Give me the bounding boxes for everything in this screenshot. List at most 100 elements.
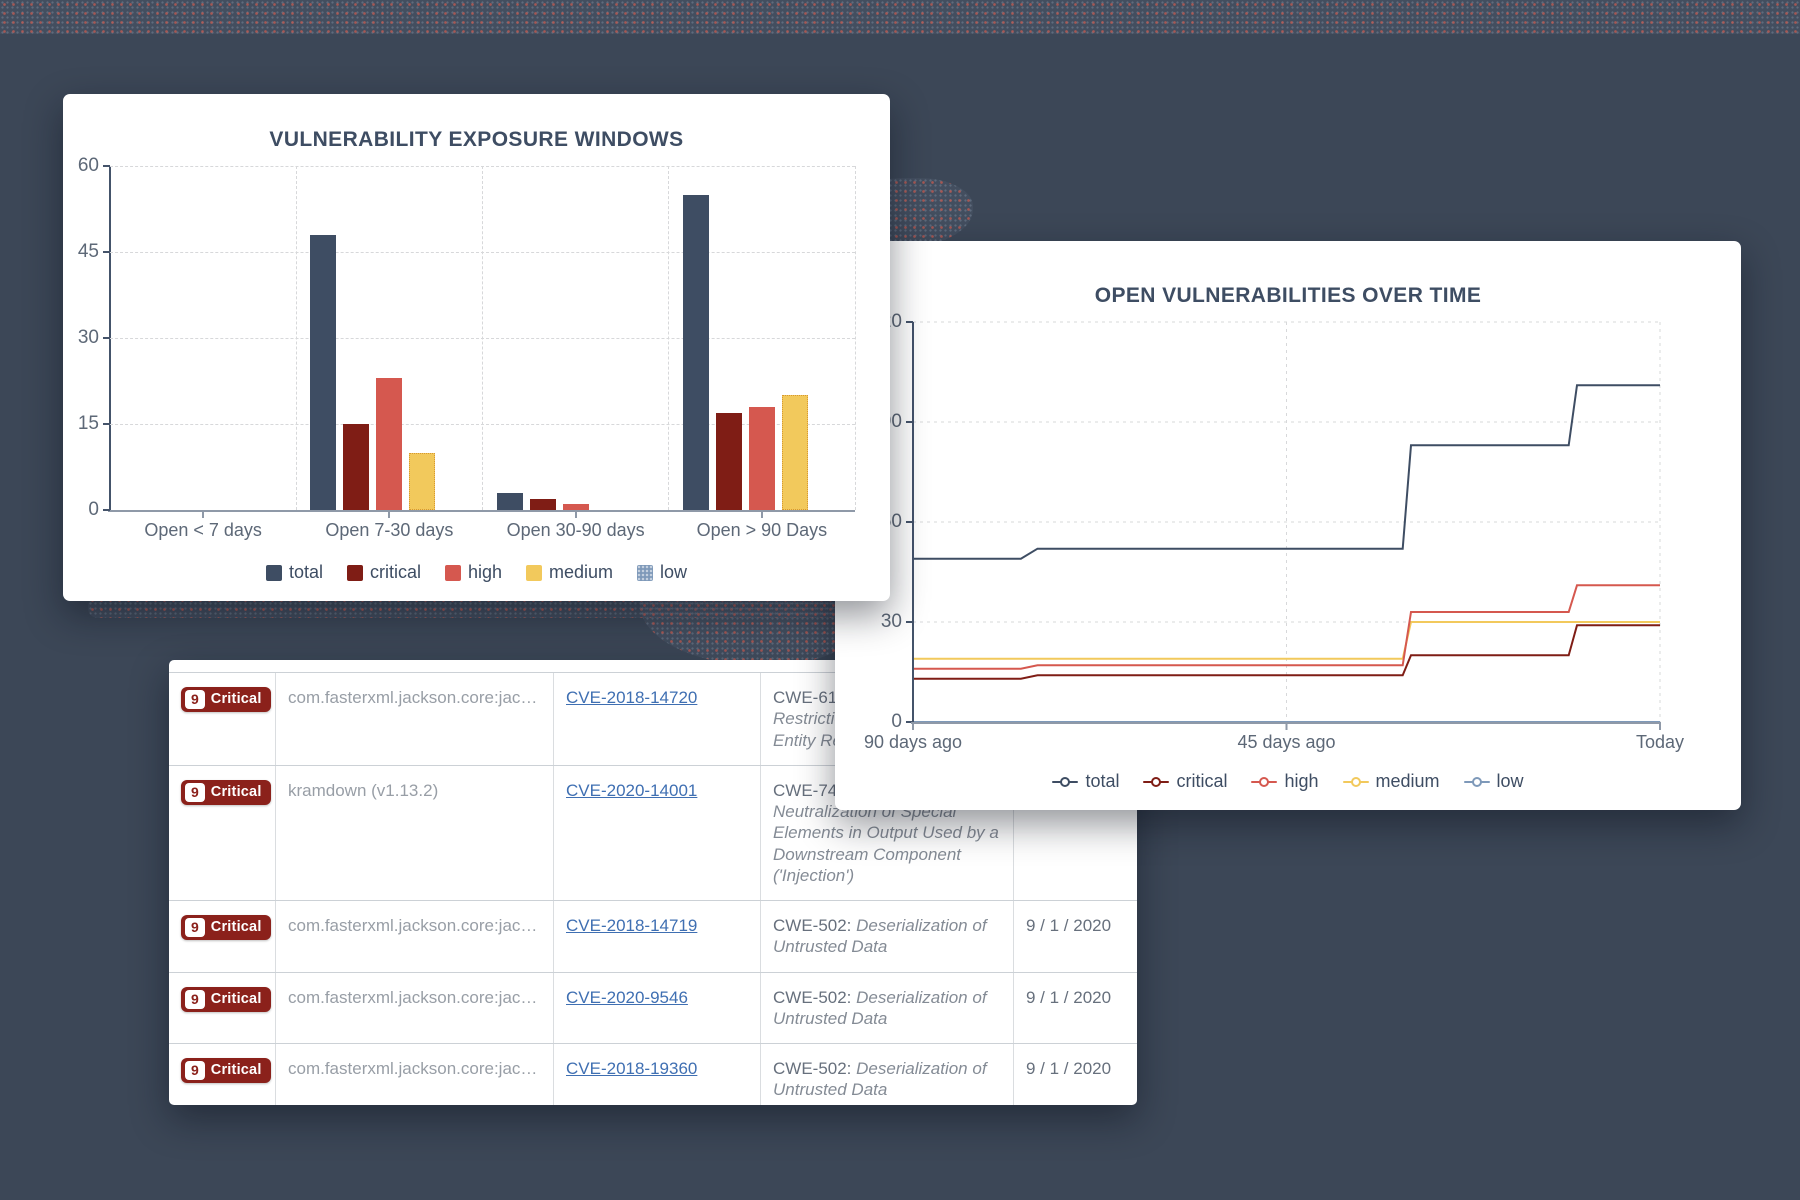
severity-cell: 9 Critical (169, 765, 276, 900)
cwe-cell: CWE-502: Deserialization of Untrusted Da… (761, 1044, 1014, 1105)
bar-legend-item-total[interactable]: total (265, 562, 323, 583)
bar-total-cat1 (310, 234, 337, 510)
line-legend-item-total[interactable]: total (1052, 771, 1119, 792)
bar-legend-swatch-high (444, 564, 461, 581)
bar-x-label-2: Open 30-90 days (506, 520, 645, 540)
bar-legend-item-high[interactable]: high (444, 562, 503, 583)
bar-legend-label-low: low (660, 562, 688, 582)
line-y-axis (912, 322, 914, 722)
bar-x-tick-2 (574, 510, 577, 518)
bar-x-label-0: Open < 7 days (144, 520, 262, 540)
table-row-4: 9 Critical com.fasterxml.jackson.core:jac…… (169, 1043, 1137, 1105)
bar-x-tick-0 (202, 510, 205, 518)
package-cell: kramdown (v1.13.2) (276, 765, 554, 900)
line-legend-item-low[interactable]: low (1463, 771, 1524, 792)
line-legend-label-high: high (1284, 771, 1319, 791)
table-row-3: 9 Critical com.fasterxml.jackson.core:jac…… (169, 971, 1137, 1043)
bar-legend-swatch-medium (526, 564, 543, 581)
bar-high-cat1 (376, 378, 403, 510)
severity-score: 9 (185, 918, 205, 937)
bar-critical-cat2 (529, 498, 556, 510)
date-cell: 9 / 1 / 2020 (1026, 1059, 1112, 1078)
table-row-1: 9 Critical kramdown (v1.13.2) CVE-2020-1400… (169, 764, 1137, 900)
package-cell: com.fasterxml.jackson.core:jac… (276, 1044, 554, 1105)
severity-badge: 9 Critical (181, 915, 271, 940)
bar-y-label-45: 45 (77, 241, 99, 262)
severity-score: 9 (185, 1061, 205, 1080)
severity-badge: 9 Critical (181, 1058, 271, 1083)
line-legend-marker-critical (1143, 776, 1170, 788)
bar-high-cat3 (748, 406, 775, 510)
line-x-label-2: Today (1635, 732, 1685, 752)
line-legend-marker-low (1463, 776, 1490, 788)
bar-total-cat2 (496, 492, 523, 510)
severity-cell: 9 Critical (169, 1044, 276, 1105)
bar-legend-item-low[interactable]: low (637, 562, 687, 583)
cwe-code: CWE-502: (773, 916, 857, 935)
package-cell: com.fasterxml.jackson.core:jac… (276, 901, 554, 972)
vulnerability-table-card: 9 Critical com.fasterxml.jackson.core:jac…… (169, 660, 1137, 1105)
bar-y-label-30: 30 (77, 327, 99, 348)
bar-y-tick-45 (103, 251, 110, 253)
severity-badge: 9 Critical (181, 687, 271, 712)
line-legend-marker-dot-medium (1350, 776, 1361, 787)
bar-medium-cat1 (409, 452, 436, 510)
line-legend-marker-high (1251, 776, 1278, 788)
bar-legend-label-total: total (288, 562, 323, 582)
package-name: com.fasterxml.jackson.core:jac… (288, 916, 538, 935)
package-name: com.fasterxml.jackson.core:jac… (288, 688, 538, 707)
bar-total-cat3 (682, 194, 709, 510)
bar-x-label-1: Open 7-30 days (325, 520, 454, 540)
bar-x-tick-3 (760, 510, 763, 518)
cwe-code: CWE-74: (773, 780, 847, 800)
bar-chart-legend: total critical high medium low (63, 562, 890, 583)
severity-score: 9 (185, 690, 205, 709)
severity-badge: 9 Critical (181, 779, 271, 805)
line-x-axis (911, 722, 1660, 724)
line-x-label-0: 90 days ago (863, 732, 963, 752)
cwe-cell: CWE-502: Deserialization of Untrusted Da… (761, 901, 1014, 972)
date-cell: 9 / 1 / 2020 (1026, 916, 1112, 935)
line-legend-item-medium[interactable]: medium (1342, 771, 1440, 792)
line-series-total (913, 384, 1660, 560)
line-chart-title: OPEN VULNERABILITIES OVER TIME (1094, 284, 1482, 308)
line-chart-svg (906, 321, 1661, 730)
bar-legend-swatch-critical (346, 564, 363, 581)
cve-link[interactable]: CVE-2018-14720 (566, 688, 698, 707)
date-cell: 9 / 1 / 2020 (1026, 987, 1112, 1007)
severity-badge: 9 Critical (181, 986, 271, 1012)
bar-y-label-15: 15 (77, 413, 99, 434)
line-legend-label-medium: medium (1375, 771, 1440, 791)
bar-legend-label-high: high (467, 562, 503, 582)
line-legend-marker-dot-low (1471, 776, 1482, 787)
cve-link[interactable]: CVE-2018-14719 (566, 916, 698, 935)
bar-gridline-cat-0 (295, 166, 297, 510)
cve-link[interactable]: CVE-2020-14001 (566, 780, 698, 800)
line-chart-card: OPEN VULNERABILITIES OVER TIME 030609012… (835, 241, 1741, 810)
severity-score: 9 (185, 989, 205, 1009)
cve-link[interactable]: CVE-2020-9546 (566, 987, 688, 1007)
bar-y-tick-30 (103, 337, 110, 339)
bar-legend-item-medium[interactable]: medium (526, 562, 613, 583)
package-cell: com.fasterxml.jackson.core:jac… (276, 972, 554, 1043)
line-legend-label-critical: critical (1176, 771, 1228, 791)
cwe-description: Deserialization of Untrusted Data (773, 1059, 987, 1100)
bar-gridline-cat-2 (668, 166, 670, 510)
line-legend-marker-total (1052, 776, 1079, 788)
bar-chart-plot: 0 15 30 45 60 Open < 7 days Open 7-30 days Open… (78, 156, 856, 540)
bar-gridline-cat-3 (854, 166, 856, 510)
line-legend-item-critical[interactable]: critical (1143, 771, 1227, 792)
package-name: kramdown (v1.13.2) (288, 780, 439, 800)
bar-legend-label-medium: medium (549, 562, 614, 582)
table-row-2: 9 Critical com.fasterxml.jackson.core:jac…… (169, 900, 1137, 972)
severity-label: Critical (210, 691, 262, 708)
cve-cell: CVE-2018-14720 (554, 673, 761, 765)
bar-legend-item-critical[interactable]: critical (346, 562, 421, 583)
line-legend-label-total: total (1085, 771, 1120, 791)
line-y-label-30: 30 (880, 611, 902, 632)
line-legend-item-high[interactable]: high (1251, 771, 1319, 792)
cve-link[interactable]: CVE-2018-19360 (566, 1059, 698, 1078)
severity-label: Critical (210, 784, 262, 801)
bar-legend-label-critical: critical (369, 562, 421, 582)
line-legend-marker-dot-critical (1151, 776, 1162, 787)
